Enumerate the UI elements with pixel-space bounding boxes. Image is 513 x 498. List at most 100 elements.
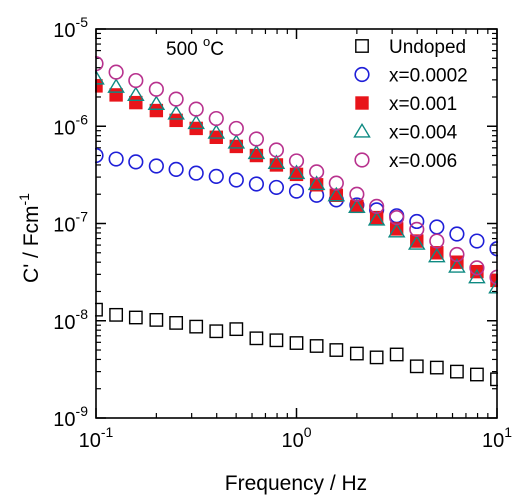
- legend-marker-3: [353, 122, 371, 138]
- degree-sign: o: [203, 34, 210, 49]
- data-point-x-0-006: [288, 153, 305, 169]
- data-point-x-0-006: [228, 120, 244, 137]
- data-point-x-0-001: [149, 103, 164, 118]
- data-point-x-0-0002: [228, 172, 244, 188]
- data-point-x-0-006: [188, 101, 204, 117]
- y-axis-title: C' / Fcm-1: [16, 193, 43, 283]
- data-point-x-0-0002: [248, 176, 265, 192]
- legend-marker-1: [354, 66, 370, 83]
- plot-area: 10-1 100 101 10-9 10-8 10-7 10-6 10-5: [53, 14, 512, 452]
- legend-label: Undoped: [389, 37, 466, 58]
- legend: Undoped x=0.0002 x=0.001 x=0.004 x=0.006: [353, 37, 468, 172]
- data-point-x-0-001: [209, 130, 223, 144]
- data-point-x-0-001: [430, 246, 444, 260]
- data-point-x-0-004: [307, 175, 326, 191]
- data-point-Undoped: [349, 346, 364, 361]
- temperature-annotation: 500 oC: [166, 34, 224, 60]
- data-point-x-0-004: [407, 235, 426, 250]
- data-point-x-0-001: [249, 148, 264, 163]
- data-point-x-0-0002: [208, 168, 224, 185]
- data-point-x-0-006: [389, 209, 405, 226]
- x-axis-title: Frequency / Hz: [225, 472, 367, 495]
- data-point-x-0-006: [449, 246, 465, 263]
- data-point-x-0-001: [389, 222, 404, 236]
- data-point-x-0-004: [207, 124, 226, 139]
- y-tick-label: 10-7: [53, 209, 88, 237]
- data-point-x-0-004: [348, 198, 366, 214]
- data-point-Undoped: [429, 360, 444, 375]
- data-point-Undoped: [249, 331, 264, 346]
- data-point-x-0-0002: [168, 161, 184, 177]
- data-point-x-0-004: [267, 154, 286, 169]
- data-point-Undoped: [289, 336, 304, 350]
- data-point-Undoped: [169, 316, 184, 330]
- data-point-Undoped: [409, 359, 424, 374]
- data-point-x-0-001: [410, 234, 424, 248]
- data-point-x-0-001: [169, 113, 183, 128]
- y-axis-title-exp: -1: [16, 193, 32, 206]
- data-point-x-0-0002: [469, 233, 485, 249]
- data-point-Undoped: [329, 343, 344, 357]
- data-point-x-0-006: [168, 91, 184, 107]
- data-point-x-0-004: [227, 133, 246, 149]
- data-point-x-0-001: [109, 88, 123, 102]
- data-point-x-0-0002: [128, 154, 144, 170]
- legend-marker-2: [355, 96, 369, 110]
- data-point-Undoped: [128, 310, 143, 325]
- y-tick-label: 10-9: [53, 403, 88, 431]
- x-tick-label: 101: [482, 424, 512, 452]
- data-point-x-0-001: [129, 95, 143, 110]
- legend-label: x=0.004: [389, 123, 458, 144]
- data-point-x-0-004: [327, 186, 346, 202]
- data-point-x-0-006: [328, 175, 344, 191]
- data-point-Undoped: [470, 367, 484, 382]
- data-point-x-0-004: [367, 210, 386, 226]
- data-point-x-0-006: [429, 233, 445, 249]
- data-point-x-0-006: [309, 164, 325, 180]
- data-point-x-0-0002: [449, 226, 465, 242]
- data-point-x-0-0002: [409, 213, 425, 230]
- data-point-x-0-006: [108, 64, 124, 80]
- data-point-x-0-006: [148, 81, 164, 97]
- data-point-x-0-006: [469, 260, 485, 276]
- annotation-group: 500 oC: [166, 34, 224, 60]
- data-point-x-0-004: [127, 86, 145, 102]
- data-point-Undoped: [149, 313, 164, 327]
- data-point-Undoped: [189, 319, 204, 334]
- legend-label: x=0.006: [389, 151, 457, 172]
- data-point-x-0-006: [128, 72, 144, 89]
- y-tick-label: 10-6: [53, 111, 88, 139]
- data-point-x-0-0002: [268, 179, 285, 196]
- data-point-x-0-004: [428, 247, 446, 263]
- data-point-Undoped: [269, 333, 284, 348]
- legend-label: x=0.001: [389, 94, 457, 115]
- data-point-x-0-004: [247, 144, 266, 160]
- axes-frame: [95, 28, 498, 419]
- data-point-x-0-006: [409, 221, 425, 237]
- data-point-x-0-0002: [188, 165, 204, 181]
- y-tick-label: 10-5: [53, 14, 88, 42]
- data-point-Undoped: [450, 364, 464, 379]
- data-markers: [95, 56, 498, 387]
- data-point-x-0-0002: [108, 151, 124, 167]
- data-point-Undoped: [109, 307, 124, 322]
- data-point-x-0-004: [107, 78, 125, 93]
- data-point-x-0-004: [448, 258, 466, 273]
- data-point-Undoped: [209, 324, 224, 339]
- data-point-Undoped: [229, 322, 244, 337]
- data-point-x-0-006: [369, 198, 385, 214]
- temperature-unit: C: [210, 39, 224, 60]
- data-point-x-0-004: [287, 164, 306, 180]
- data-point-x-0-0002: [148, 158, 164, 174]
- data-point-x-0-006: [349, 186, 365, 202]
- legend-label: x=0.0002: [389, 66, 468, 87]
- x-tick-label: 10-1: [79, 424, 114, 452]
- data-point-x-0-006: [248, 131, 265, 147]
- data-point-Undoped: [369, 350, 384, 365]
- data-point-Undoped: [309, 339, 324, 353]
- data-point-x-0-004: [167, 105, 185, 120]
- y-axis-title-base: C' / Fcm: [20, 205, 43, 283]
- data-point-x-0-001: [269, 158, 284, 172]
- data-point-x-0-0002: [288, 183, 305, 199]
